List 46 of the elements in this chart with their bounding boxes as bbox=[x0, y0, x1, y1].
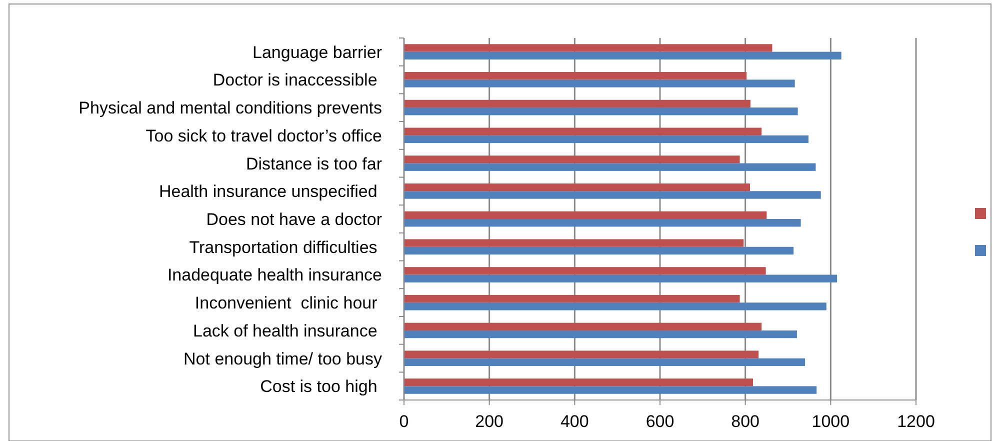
y-tick-label: Inconvenient clinic hour bbox=[194, 294, 382, 313]
bar bbox=[404, 191, 821, 199]
bar bbox=[404, 386, 817, 394]
bar bbox=[404, 128, 762, 136]
y-tick-label: Cost is too high bbox=[260, 377, 382, 396]
x-tick-label: 600 bbox=[646, 412, 674, 431]
bar bbox=[404, 156, 740, 164]
y-tick-label: Lack of health insurance bbox=[192, 321, 382, 340]
x-tick-label: 1200 bbox=[897, 412, 935, 431]
y-tick-label: Does not have a doctor bbox=[206, 210, 382, 229]
bar bbox=[404, 322, 762, 330]
y-tick-label: Language barrier bbox=[252, 42, 382, 62]
x-tick-label: 1000 bbox=[812, 412, 850, 431]
x-tick-label: 200 bbox=[475, 412, 504, 431]
y-tick-label: Too sick to travel doctor’s office bbox=[146, 126, 382, 146]
bar bbox=[404, 219, 801, 227]
bar bbox=[404, 80, 795, 88]
y-tick-label: Transportation difficulties bbox=[189, 238, 382, 257]
bar bbox=[404, 302, 826, 310]
bar bbox=[404, 330, 797, 338]
bar bbox=[404, 52, 842, 60]
bar bbox=[404, 267, 766, 275]
bar bbox=[404, 350, 759, 358]
x-tick-label: 0 bbox=[399, 412, 409, 431]
y-tick-label: Physical and mental conditions prevents bbox=[78, 98, 382, 118]
bar bbox=[404, 378, 754, 386]
bar bbox=[404, 246, 794, 255]
bar bbox=[404, 294, 740, 303]
bar bbox=[404, 108, 798, 116]
bar bbox=[404, 183, 750, 192]
bar bbox=[404, 163, 816, 171]
bar bbox=[404, 135, 808, 144]
bar bbox=[404, 358, 806, 366]
y-tick-label: Doctor is inaccessible bbox=[212, 70, 382, 90]
bar bbox=[404, 211, 767, 219]
bar bbox=[404, 239, 744, 247]
y-tick-label: Not enough time/ too busy bbox=[184, 349, 382, 368]
bar bbox=[404, 72, 747, 80]
x-tick-label: 400 bbox=[560, 412, 589, 431]
bar bbox=[404, 100, 750, 108]
bar bbox=[404, 274, 838, 282]
y-tick-label: Inadequate health insurance bbox=[167, 266, 382, 285]
bar bbox=[404, 44, 772, 52]
y-tick-label: Health insurance unspecified bbox=[158, 182, 382, 202]
y-tick-label: Distance is too far bbox=[246, 154, 382, 174]
x-tick-label: 800 bbox=[731, 412, 760, 431]
